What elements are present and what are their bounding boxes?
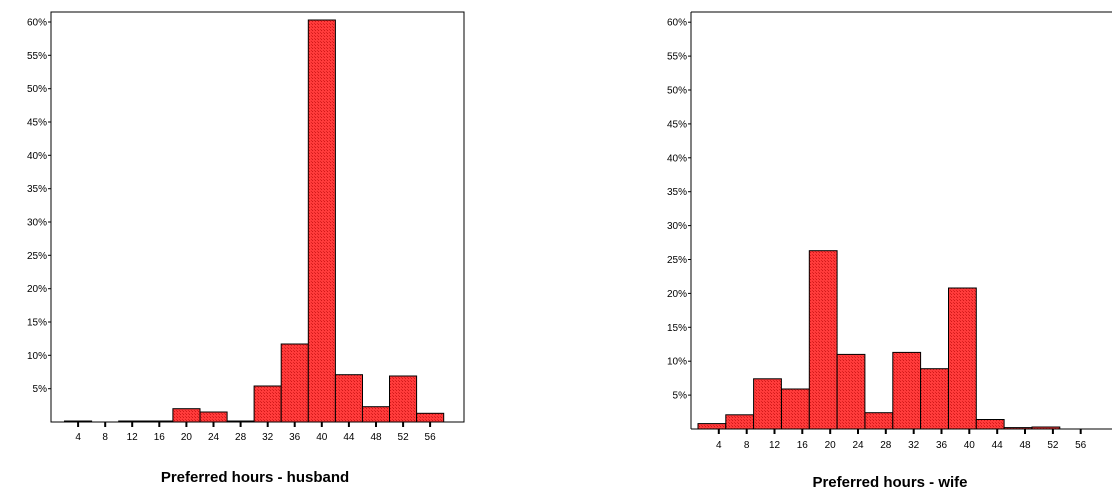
x-tick-label: 36 (936, 440, 948, 451)
y-tick-label: 15% (27, 318, 47, 329)
histogram-bar (864, 412, 894, 430)
x-tick-label: 8 (102, 432, 108, 443)
y-tick-label: 35% (27, 184, 47, 195)
y-tick-label: 10% (27, 351, 47, 362)
histogram-bar (725, 414, 755, 430)
x-tick-label: 52 (1047, 440, 1059, 451)
y-tick-label: 5% (673, 391, 688, 402)
x-tick-label: 52 (398, 432, 410, 443)
plot-frame (50, 11, 465, 423)
histogram-bar (199, 411, 228, 423)
y-axis: 5% 10% 15% 20% 25% 30% 35% 40% 45% 50% 55% 60% (27, 18, 51, 395)
x-tick-label: 28 (880, 440, 892, 451)
x-tick-label: 48 (1019, 440, 1031, 451)
y-tick-label: 55% (667, 52, 687, 63)
y-tick-label: 5% (33, 384, 48, 395)
y-tick-label: 60% (667, 18, 687, 29)
y-tick-label: 40% (27, 151, 47, 162)
histogram-bar (416, 412, 445, 423)
x-tick-label: 12 (769, 440, 781, 451)
histogram-bar (172, 408, 201, 423)
histogram-bar (836, 353, 866, 430)
histogram-bar (361, 406, 390, 423)
y-tick-label: 25% (667, 255, 687, 266)
histogram-bar (697, 423, 727, 430)
y-tick-label: 55% (27, 51, 47, 62)
x-tick-label: 56 (425, 432, 437, 443)
y-tick-label: 35% (667, 187, 687, 198)
histogram-bar (145, 420, 174, 423)
y-tick-label: 20% (27, 284, 47, 295)
x-tick-label: 44 (343, 432, 355, 443)
y-tick-label: 25% (27, 251, 47, 262)
x-axis: 4 8 12 16 20 24 28 32 36 40 44 48 52 56 (716, 429, 1087, 451)
y-tick-label: 50% (667, 86, 687, 97)
x-axis-label: Preferred hours - wife (812, 474, 967, 491)
x-tick-label: 16 (797, 440, 809, 451)
histogram-bar (280, 343, 309, 423)
x-tick-label: 32 (908, 440, 920, 451)
bars (64, 19, 445, 423)
histogram-bar (1003, 427, 1033, 430)
x-tick-label: 20 (181, 432, 193, 443)
histogram-bar (920, 368, 949, 430)
x-tick-label: 24 (208, 432, 220, 443)
histogram-bar (892, 351, 922, 430)
x-tick-label: 4 (75, 432, 81, 443)
x-tick-label: 12 (127, 432, 139, 443)
x-tick-label: 4 (716, 440, 722, 451)
x-tick-label: 24 (852, 440, 864, 451)
histogram-bar (307, 19, 336, 423)
histogram-bar (64, 420, 93, 423)
x-tick-label: 56 (1075, 440, 1087, 451)
histogram-bar (1031, 426, 1061, 430)
x-tick-label: 36 (289, 432, 301, 443)
histogram-husband: 5%10%15%20%25%30%35%40%45%50%55%60% 4 8 12… (27, 11, 465, 486)
x-axis: 4 8 12 16 20 24 28 32 36 40 44 48 52 56 (75, 422, 436, 443)
x-tick-label: 44 (992, 440, 1004, 451)
y-tick-label: 45% (27, 118, 47, 129)
histogram-bar (975, 419, 1005, 430)
histogram-bar (226, 420, 255, 423)
x-tick-label: 32 (262, 432, 274, 443)
histogram-bar (334, 374, 363, 423)
x-tick-label: 8 (744, 440, 750, 451)
histogram-bar (389, 375, 418, 423)
x-tick-label: 40 (964, 440, 976, 451)
y-tick-label: 30% (667, 221, 687, 232)
y-tick-label: 60% (27, 18, 47, 29)
histogram-bar (948, 287, 977, 430)
x-tick-label: 48 (370, 432, 382, 443)
y-axis: 5% 10% 15% 20% 25% 30% 35% 40% 45% 50% 55% 60% (667, 18, 691, 402)
histogram-bar (781, 388, 810, 430)
y-tick-label: 15% (667, 323, 687, 334)
y-tick-label: 50% (27, 84, 47, 95)
y-tick-label: 20% (667, 289, 687, 300)
bars (697, 250, 1061, 430)
x-tick-label: 16 (154, 432, 166, 443)
x-tick-label: 28 (235, 432, 247, 443)
histogram-bar (753, 378, 782, 430)
x-tick-label: 20 (825, 440, 837, 451)
y-tick-label: 45% (667, 119, 687, 130)
y-tick-label: 10% (667, 357, 687, 368)
x-tick-label: 40 (316, 432, 328, 443)
histogram-bar (253, 385, 282, 423)
y-tick-label: 30% (27, 218, 47, 229)
x-axis-label: Preferred hours - husband (161, 469, 349, 486)
histogram-wife: 5%10%15%20%25%30%35%40%45%50%55%60% 4 8 12… (667, 11, 1112, 491)
y-tick-label: 40% (667, 153, 687, 164)
histogram-bar (808, 250, 838, 430)
histogram-bar (118, 420, 147, 423)
